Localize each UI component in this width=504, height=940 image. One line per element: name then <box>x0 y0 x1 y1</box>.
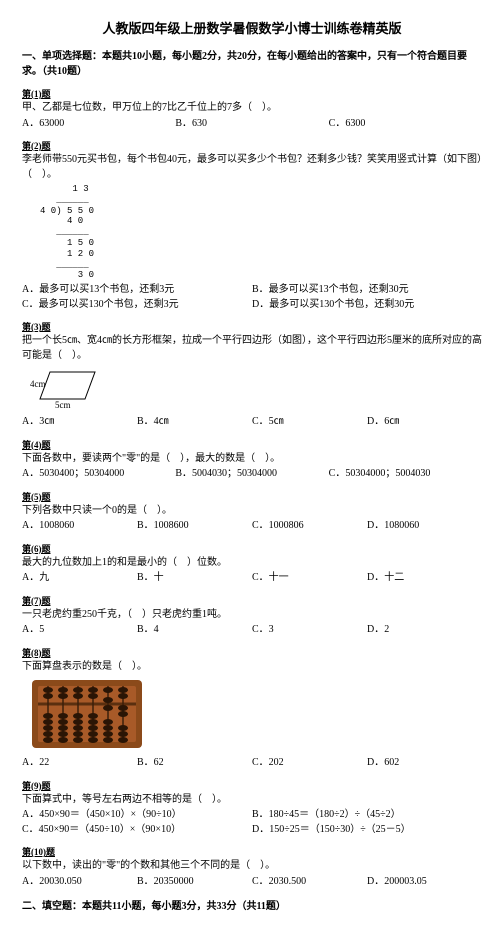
section-1-header: 一、单项选择题：本题共10小题，每小题2分，共20分，在每小题给出的答案中，只有… <box>22 47 482 77</box>
question-6: 第(6)题 最大的九位数加上1的和是最小的（ ）位数。 A．九 B．十 C．十一… <box>22 542 482 586</box>
q8-abacus <box>30 678 482 753</box>
q4-options: A．5030400；50304000 B．5004030；50304000 C．… <box>22 467 482 482</box>
q5-opt-a: A．1008060 <box>22 519 137 534</box>
q10-opt-d: D．200003.05 <box>367 875 482 890</box>
q5-opt-b: B．1008600 <box>137 519 252 534</box>
q8-options: A．22 B．62 C．202 D．602 <box>22 756 482 771</box>
q9-options-row2: C．450×90＝（450÷10）×（90×10） D．150÷25＝（150÷… <box>22 823 482 838</box>
q10-opt-c: C．2030.500 <box>252 875 367 890</box>
q8-opt-a: A．22 <box>22 756 137 771</box>
q6-opt-d: D．十二 <box>367 571 482 586</box>
svg-text:5cm: 5cm <box>55 400 71 409</box>
section-2-header: 二、填空题：本题共11小题，每小题3分，共33分（共11题） <box>22 897 482 912</box>
q10-options: A．20030.050 B．20350000 C．2030.500 D．2000… <box>22 875 482 890</box>
q4-text: 下面各数中，要读两个"零"的是（ ），最大的数是（ ）。 <box>22 452 482 467</box>
question-8: 第(8)题 下面算盘表示的数是（ ）。 <box>22 646 482 771</box>
q2-division: 1 3 ______ 4 0) 5 5 0 4 0 ______ 1 5 0 1… <box>40 184 482 281</box>
q4-label: 第(4)题 <box>22 438 482 451</box>
q9-opt-c: C．450×90＝（450÷10）×（90×10） <box>22 823 252 838</box>
q6-opt-c: C．十一 <box>252 571 367 586</box>
q2-opt-b: B．最多可以买13个书包，还剩30元 <box>252 283 482 298</box>
q4-opt-b: B．5004030；50304000 <box>175 467 328 482</box>
q7-opt-d: D．2 <box>367 623 482 638</box>
q9-text: 下面算式中，等号左右两边不相等的是（ ）。 <box>22 793 482 808</box>
q9-options-row1: A．450×90＝（450×10）×（90÷10） B．180÷45＝（180÷… <box>22 808 482 823</box>
q8-label: 第(8)题 <box>22 646 482 659</box>
q10-opt-a: A．20030.050 <box>22 875 137 890</box>
q7-options: A．5 B．4 C．3 D．2 <box>22 623 482 638</box>
q2-options-row2: C．最多可以买130个书包，还剩3元 D．最多可以买130个书包，还剩30元 <box>22 298 482 313</box>
question-10: 第(10)题 以下数中，读出的"零"的个数和其他三个不同的是（ ）。 A．200… <box>22 845 482 889</box>
q9-opt-a: A．450×90＝（450×10）×（90÷10） <box>22 808 252 823</box>
q1-opt-c: C．6300 <box>329 117 482 132</box>
q6-options: A．九 B．十 C．十一 D．十二 <box>22 571 482 586</box>
q3-opt-d: D．6㎝ <box>367 415 482 430</box>
q2-opt-d: D．最多可以买130个书包，还剩30元 <box>252 298 482 313</box>
q7-text: 一只老虎约重250千克，（ ）只老虎约重1吨。 <box>22 608 482 623</box>
q6-text: 最大的九位数加上1的和是最小的（ ）位数。 <box>22 556 482 571</box>
question-2: 第(2)题 李老师带550元买书包，每个书包40元，最多可以买多少个书包？还剩多… <box>22 139 482 312</box>
q3-opt-a: A．3㎝ <box>22 415 137 430</box>
question-1: 第(1)题 甲、乙都是七位数，甲万位上的7比乙千位上的7多（ ）。 A．6300… <box>22 87 482 131</box>
q6-label: 第(6)题 <box>22 542 482 555</box>
q1-text: 甲、乙都是七位数，甲万位上的7比乙千位上的7多（ ）。 <box>22 101 482 116</box>
q5-options: A．1008060 B．1008600 C．1000806 D．1080060 <box>22 519 482 534</box>
q1-opt-a: A．63000 <box>22 117 175 132</box>
q5-text: 下列各数中只读一个0的是（ ）。 <box>22 504 482 519</box>
q3-options: A．3㎝ B．4㎝ C．5㎝ D．6㎝ <box>22 415 482 430</box>
q8-opt-c: C．202 <box>252 756 367 771</box>
q4-opt-c: C．50304000；5004030 <box>329 467 482 482</box>
question-4: 第(4)题 下面各数中，要读两个"零"的是（ ），最大的数是（ ）。 A．503… <box>22 438 482 482</box>
q1-options: A．63000 B．630 C．6300 <box>22 117 482 132</box>
question-7: 第(7)题 一只老虎约重250千克，（ ）只老虎约重1吨。 A．5 B．4 C．… <box>22 594 482 638</box>
q2-options-row1: A．最多可以买13个书包，还剩3元 B．最多可以买13个书包，还剩30元 <box>22 283 482 298</box>
q7-opt-a: A．5 <box>22 623 137 638</box>
question-3: 第(3)题 把一个长5㎝、宽4㎝的长方形框架，拉成一个平行四边形（如图），这个平… <box>22 320 482 430</box>
q9-label: 第(9)题 <box>22 779 482 792</box>
q6-opt-a: A．九 <box>22 571 137 586</box>
q2-text: 李老师带550元买书包，每个书包40元，最多可以买多少个书包？还剩多少钱？笑笑用… <box>22 153 482 182</box>
q10-label: 第(10)题 <box>22 845 482 858</box>
q8-text: 下面算盘表示的数是（ ）。 <box>22 660 482 675</box>
q10-opt-b: B．20350000 <box>137 875 252 890</box>
q6-opt-b: B．十 <box>137 571 252 586</box>
q8-opt-d: D．602 <box>367 756 482 771</box>
q9-opt-b: B．180÷45＝（180÷2）÷（45÷2） <box>252 808 482 823</box>
question-5: 第(5)题 下列各数中只读一个0的是（ ）。 A．1008060 B．10086… <box>22 490 482 534</box>
q5-opt-c: C．1000806 <box>252 519 367 534</box>
q5-opt-d: D．1080060 <box>367 519 482 534</box>
q3-opt-b: B．4㎝ <box>137 415 252 430</box>
q7-opt-c: C．3 <box>252 623 367 638</box>
svg-text:4cm: 4cm <box>30 379 46 389</box>
q10-text: 以下数中，读出的"零"的个数和其他三个不同的是（ ）。 <box>22 859 482 874</box>
q3-label: 第(3)题 <box>22 320 482 333</box>
question-9: 第(9)题 下面算式中，等号左右两边不相等的是（ ）。 A．450×90＝（45… <box>22 779 482 838</box>
q5-label: 第(5)题 <box>22 490 482 503</box>
q1-label: 第(1)题 <box>22 87 482 100</box>
q1-opt-b: B．630 <box>175 117 328 132</box>
page-title: 人教版四年级上册数学暑假数学小博士训练卷精英版 <box>22 18 482 37</box>
q2-opt-c: C．最多可以买130个书包，还剩3元 <box>22 298 252 313</box>
q7-opt-b: B．4 <box>137 623 252 638</box>
q2-opt-a: A．最多可以买13个书包，还剩3元 <box>22 283 252 298</box>
q3-text: 把一个长5㎝、宽4㎝的长方形框架，拉成一个平行四边形（如图），这个平行四边形5厘… <box>22 334 482 363</box>
q3-figure: 4cm 5cm <box>30 367 482 412</box>
q2-label: 第(2)题 <box>22 139 482 152</box>
q8-opt-b: B．62 <box>137 756 252 771</box>
q9-opt-d: D．150÷25＝（150÷30）÷（25－5） <box>252 823 482 838</box>
q3-opt-c: C．5㎝ <box>252 415 367 430</box>
q4-opt-a: A．5030400；50304000 <box>22 467 175 482</box>
q7-label: 第(7)题 <box>22 594 482 607</box>
